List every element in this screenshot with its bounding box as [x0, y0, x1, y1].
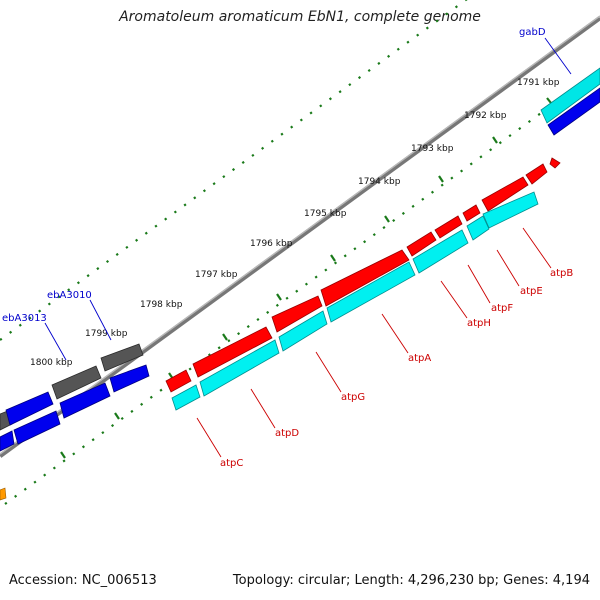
- label-atpG[interactable]: atpG: [341, 392, 365, 403]
- feature-atpD-fwd[interactable]: [320, 249, 410, 307]
- feature-atpX1-fwd[interactable]: [192, 326, 273, 378]
- label-atpA[interactable]: atpA: [408, 353, 431, 364]
- feature-gray-1[interactable]: [100, 343, 144, 372]
- feature-atpD-rev[interactable]: [171, 384, 201, 411]
- genome-backbone-highlight: [0, 15, 600, 455]
- inner-tick-track: [0, 0, 468, 341]
- feature-atpG-rev[interactable]: [199, 339, 280, 397]
- scale-labels: 1791 kbp 1792 kbp 1793 kbp 1794 kbp 1795…: [30, 78, 560, 368]
- label-atpD[interactable]: atpD: [275, 428, 299, 439]
- tick-label: 1800 kbp: [30, 358, 73, 368]
- feature-atpE-fwd[interactable]: [525, 163, 548, 185]
- tick-label: 1796 kbp: [250, 239, 293, 249]
- leader-atpG: [315, 351, 342, 393]
- leader-gabD: [544, 37, 572, 75]
- feature-atpC-fwd[interactable]: [271, 295, 323, 333]
- feature-atpF-rev[interactable]: [412, 229, 469, 274]
- major-ticks: [60, 97, 552, 459]
- leader-atpC: [196, 417, 222, 458]
- feature-atpH-rev[interactable]: [326, 261, 416, 323]
- feature-atpB-rev[interactable]: [482, 191, 539, 229]
- accession-text: Accession: NC_006513: [9, 573, 157, 588]
- leader-atpE: [496, 249, 520, 287]
- label-atpE[interactable]: atpE: [520, 286, 543, 297]
- feature-atpX2-fwd[interactable]: [165, 369, 192, 393]
- tick-label: 1792 kbp: [464, 111, 507, 121]
- tick-label: 1795 kbp: [304, 209, 347, 219]
- label-atpC[interactable]: atpC: [220, 458, 243, 469]
- tick-label: 1791 kbp: [517, 78, 560, 88]
- feature-blue-4[interactable]: [13, 410, 61, 445]
- label-ebA3013[interactable]: ebA3013: [2, 313, 47, 324]
- feature-blue-1[interactable]: [109, 364, 150, 393]
- leader-atpD: [250, 388, 276, 429]
- leader-atpB: [522, 227, 552, 269]
- leader-lines: [44, 37, 572, 458]
- leader-ebA3013: [44, 322, 67, 361]
- label-atpH[interactable]: atpH: [467, 318, 491, 329]
- leader-atpA: [381, 313, 409, 354]
- label-atpB[interactable]: atpB: [550, 268, 573, 279]
- label-atpF[interactable]: atpF: [491, 303, 513, 314]
- feature-gabD[interactable]: [540, 67, 600, 136]
- feature-blue-2[interactable]: [59, 382, 111, 419]
- feature-atpF-fwd[interactable]: [481, 176, 529, 212]
- tick-label: 1797 kbp: [195, 270, 238, 280]
- leader-ebA3010: [89, 299, 112, 341]
- atp-reverse-features: [171, 191, 539, 411]
- feature-gray-2[interactable]: [51, 365, 102, 400]
- atp-forward-features: [165, 157, 561, 393]
- genome-backbone: [0, 16, 600, 458]
- feature-atpB-fwd[interactable]: [549, 157, 561, 169]
- feature-atpG-fwd[interactable]: [406, 231, 437, 257]
- genome-title: Aromatoleum aromaticum EbN1, complete ge…: [119, 9, 481, 25]
- label-ebA3010[interactable]: ebA3010: [47, 290, 92, 301]
- leader-atpF: [467, 264, 491, 304]
- left-cluster-features: [0, 343, 150, 501]
- feature-blue-3[interactable]: [5, 391, 54, 426]
- feature-atpA-rev[interactable]: [278, 310, 328, 352]
- leader-atpH: [440, 280, 468, 319]
- feature-blue-5[interactable]: [0, 430, 15, 452]
- tick-label: 1793 kbp: [411, 144, 454, 154]
- gene-labels: gabD atpB atpE atpF atpH atpA atpG atpD …: [2, 27, 573, 469]
- feature-atpH-fwd[interactable]: [462, 204, 481, 222]
- feature-orange[interactable]: [0, 487, 7, 501]
- tick-label: 1794 kbp: [358, 177, 401, 187]
- feature-atpE-rev[interactable]: [466, 215, 490, 241]
- feature-atpA-fwd[interactable]: [434, 215, 463, 239]
- tick-label: 1798 kbp: [140, 300, 183, 310]
- label-gabD[interactable]: gabD: [519, 27, 546, 38]
- tick-label: 1799 kbp: [85, 329, 128, 339]
- outer-tick-track: [4, 69, 600, 505]
- genome-summary-text: Topology: circular; Length: 4,296,230 bp…: [232, 573, 590, 588]
